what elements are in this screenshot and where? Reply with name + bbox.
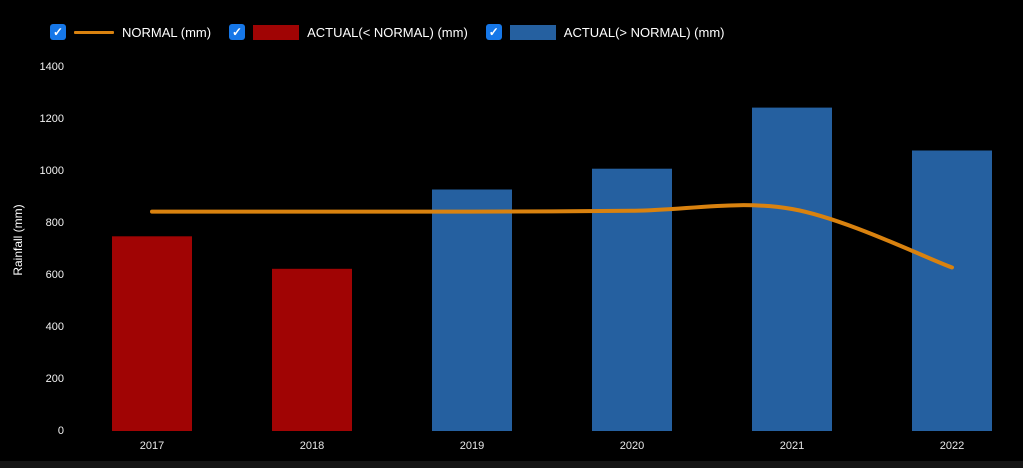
actual-below-normal-checkbox[interactable]: ✓ bbox=[229, 24, 246, 40]
legend: ✓ NORMAL (mm) ✓ ACTUAL(< NORMAL) (mm) ✓ … bbox=[50, 24, 1013, 40]
y-tick-label: 1400 bbox=[40, 61, 64, 73]
x-tick-label: 2021 bbox=[780, 440, 804, 452]
legend-item-actual-below-normal[interactable]: ✓ ACTUAL(< NORMAL) (mm) bbox=[229, 24, 468, 40]
legend-item-actual-above-normal[interactable]: ✓ ACTUAL(> NORMAL) (mm) bbox=[485, 24, 725, 40]
legend-label-actual-below-normal: ACTUAL(< NORMAL) (mm) bbox=[307, 24, 468, 40]
legend-item-normal[interactable]: ✓ NORMAL (mm) bbox=[50, 24, 211, 40]
normal-line-swatch bbox=[74, 30, 114, 34]
actual-rainfall-bar-2022[interactable] bbox=[912, 150, 992, 432]
normal-checkbox[interactable]: ✓ bbox=[50, 24, 66, 40]
x-tick-label: 2019 bbox=[460, 440, 484, 452]
actual-rainfall-bar-2021[interactable] bbox=[752, 107, 832, 431]
actual-rainfall-bar-2019[interactable] bbox=[432, 189, 512, 432]
x-tick-label: 2018 bbox=[300, 440, 324, 452]
y-tick-label: 0 bbox=[58, 425, 64, 437]
y-tick-label: 200 bbox=[46, 373, 64, 385]
actual-rainfall-bar-2017[interactable] bbox=[112, 236, 192, 431]
x-tick-label: 2017 bbox=[140, 440, 164, 452]
y-tick-label: 800 bbox=[46, 217, 64, 229]
normal-rainfall-line bbox=[150, 203, 954, 270]
actual-rainfall-bar-2018[interactable] bbox=[272, 268, 352, 431]
bottom-strip bbox=[0, 461, 1023, 468]
x-tick-label: 2020 bbox=[620, 440, 644, 452]
y-tick-label: 1000 bbox=[40, 165, 64, 177]
actual-above-normal-checkbox[interactable]: ✓ bbox=[485, 24, 502, 40]
y-axis-title: Rainfall (mm) bbox=[11, 204, 25, 275]
legend-label-normal: NORMAL (mm) bbox=[122, 24, 212, 40]
actual-above-normal-swatch bbox=[509, 24, 556, 40]
y-tick-label: 1200 bbox=[40, 113, 64, 125]
actual-below-normal-swatch bbox=[253, 24, 300, 40]
y-tick-label: 600 bbox=[46, 269, 64, 281]
x-tick-label: 2022 bbox=[940, 440, 964, 452]
y-tick-label: 400 bbox=[46, 321, 64, 333]
legend-label-actual-above-normal: ACTUAL(> NORMAL) (mm) bbox=[563, 24, 725, 40]
